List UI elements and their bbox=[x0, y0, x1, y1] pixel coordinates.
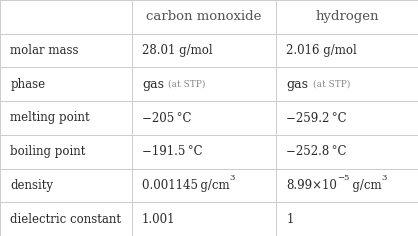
Text: density: density bbox=[10, 179, 54, 192]
Text: gas: gas bbox=[142, 78, 164, 91]
Text: 3: 3 bbox=[230, 174, 235, 182]
Text: 1: 1 bbox=[286, 213, 294, 226]
Text: −205 °C: −205 °C bbox=[142, 111, 191, 125]
Text: −252.8 °C: −252.8 °C bbox=[286, 145, 347, 158]
Text: 3: 3 bbox=[381, 174, 387, 182]
Text: 8.99×10: 8.99×10 bbox=[286, 179, 337, 192]
Text: phase: phase bbox=[10, 78, 46, 91]
Text: (at STP): (at STP) bbox=[168, 80, 206, 89]
Text: 1.001: 1.001 bbox=[142, 213, 176, 226]
Text: −5: −5 bbox=[337, 174, 349, 182]
Text: g/cm: g/cm bbox=[349, 179, 381, 192]
Text: gas: gas bbox=[286, 78, 308, 91]
Text: −259.2 °C: −259.2 °C bbox=[286, 111, 347, 125]
Text: dielectric constant: dielectric constant bbox=[10, 213, 122, 226]
Text: 28.01 g/mol: 28.01 g/mol bbox=[142, 44, 213, 57]
Text: 0.001145 g/cm: 0.001145 g/cm bbox=[142, 179, 230, 192]
Text: 2.016 g/mol: 2.016 g/mol bbox=[286, 44, 357, 57]
Text: (at STP): (at STP) bbox=[313, 80, 350, 89]
Text: −191.5 °C: −191.5 °C bbox=[142, 145, 203, 158]
Text: boiling point: boiling point bbox=[10, 145, 86, 158]
Text: carbon monoxide: carbon monoxide bbox=[146, 10, 262, 23]
Text: hydrogen: hydrogen bbox=[315, 10, 379, 23]
Text: molar mass: molar mass bbox=[10, 44, 79, 57]
Text: melting point: melting point bbox=[10, 111, 90, 125]
